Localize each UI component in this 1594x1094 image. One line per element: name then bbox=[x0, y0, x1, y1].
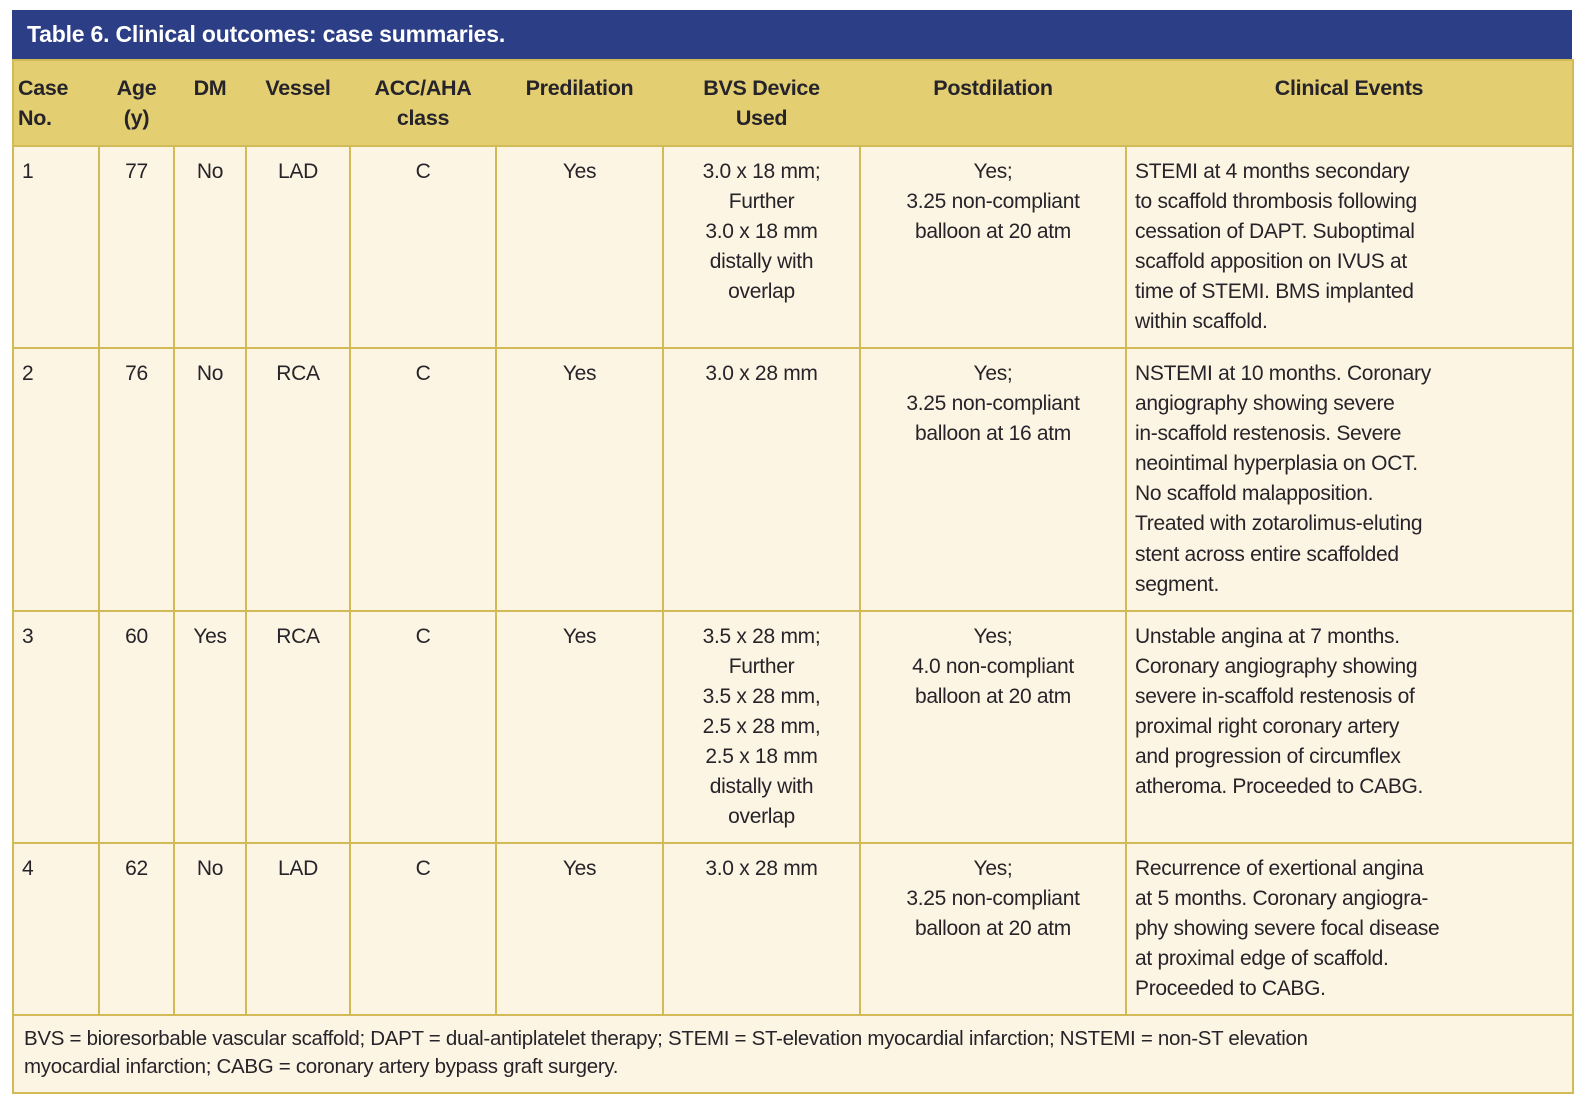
cell-clinical-events: Unstable angina at 7 months. Coronary an… bbox=[1125, 609, 1574, 844]
column-header-bvs-device: BVS Device Used bbox=[663, 60, 860, 147]
cell-case-no: 3 bbox=[12, 609, 100, 844]
cell-dm: Yes bbox=[173, 609, 247, 844]
cell-postdilation: Yes; 4.0 non-compliant balloon at 20 atm bbox=[859, 609, 1127, 844]
cell-bvs-device: 3.0 x 18 mm; Further 3.0 x 18 mm distall… bbox=[662, 145, 861, 350]
cell-case-no: 2 bbox=[12, 347, 100, 612]
cell-acc-aha-class: C bbox=[349, 145, 497, 350]
cell-clinical-events: Recurrence of exertional angina at 5 mon… bbox=[1125, 841, 1574, 1016]
cell-vessel: LAD bbox=[245, 841, 351, 1016]
column-header-dm: DM bbox=[174, 60, 246, 147]
table-body: 1 77 No LAD C Yes 3.0 x 18 mm; Further 3… bbox=[12, 145, 1574, 1016]
cell-dm: No bbox=[173, 145, 247, 350]
column-header-acc-aha-class: ACC/AHA class bbox=[350, 60, 496, 147]
cell-case-no: 4 bbox=[12, 841, 100, 1016]
table-row-case-3: 3 60 Yes RCA C Yes 3.5 x 28 mm; Further … bbox=[12, 609, 1574, 844]
column-header-age: Age (y) bbox=[99, 60, 174, 147]
cell-postdilation: Yes; 3.25 non-compliant balloon at 16 at… bbox=[859, 347, 1127, 612]
cell-bvs-device: 3.0 x 28 mm bbox=[662, 841, 861, 1016]
table-title-bar: Table 6. Clinical outcomes: case summari… bbox=[12, 10, 1572, 59]
table-row-case-2: 2 76 No RCA C Yes 3.0 x 28 mm Yes; 3.25 … bbox=[12, 347, 1574, 612]
cell-vessel: RCA bbox=[245, 609, 351, 844]
cell-age: 60 bbox=[98, 609, 175, 844]
cell-dm: No bbox=[173, 841, 247, 1016]
cell-acc-aha-class: C bbox=[349, 347, 497, 612]
header-row: Case No. Age (y) DM Vessel ACC/AHA class… bbox=[13, 60, 1573, 147]
column-header-case-no: Case No. bbox=[13, 60, 99, 147]
cell-age: 77 bbox=[98, 145, 175, 350]
cell-bvs-device: 3.0 x 28 mm bbox=[662, 347, 861, 612]
clinical-outcomes-table: Case No. Age (y) DM Vessel ACC/AHA class… bbox=[12, 59, 1574, 1094]
cell-postdilation: Yes; 3.25 non-compliant balloon at 20 at… bbox=[859, 145, 1127, 350]
cell-predilation: Yes bbox=[495, 145, 664, 350]
table-footnote: BVS = bioresorbable vascular scaffold; D… bbox=[12, 1013, 1574, 1094]
column-header-clinical-events: Clinical Events bbox=[1126, 60, 1573, 147]
cell-vessel: LAD bbox=[245, 145, 351, 350]
cell-predilation: Yes bbox=[495, 841, 664, 1016]
cell-postdilation: Yes; 3.25 non-compliant balloon at 20 at… bbox=[859, 841, 1127, 1016]
cell-dm: No bbox=[173, 347, 247, 612]
table-row-case-4: 4 62 No LAD C Yes 3.0 x 28 mm Yes; 3.25 … bbox=[12, 841, 1574, 1016]
table-title: Table 6. Clinical outcomes: case summari… bbox=[27, 21, 506, 47]
column-header-vessel: Vessel bbox=[246, 60, 350, 147]
cell-bvs-device: 3.5 x 28 mm; Further 3.5 x 28 mm, 2.5 x … bbox=[662, 609, 861, 844]
cell-acc-aha-class: C bbox=[349, 609, 497, 844]
table-header: Case No. Age (y) DM Vessel ACC/AHA class… bbox=[13, 60, 1573, 147]
cell-age: 76 bbox=[98, 347, 175, 612]
cell-acc-aha-class: C bbox=[349, 841, 497, 1016]
cell-case-no: 1 bbox=[12, 145, 100, 350]
cell-predilation: Yes bbox=[495, 347, 664, 612]
column-header-postdilation: Postdilation bbox=[860, 60, 1126, 147]
table-row-case-1: 1 77 No LAD C Yes 3.0 x 18 mm; Further 3… bbox=[12, 145, 1574, 350]
cell-predilation: Yes bbox=[495, 609, 664, 844]
cell-vessel: RCA bbox=[245, 347, 351, 612]
table-footer: BVS = bioresorbable vascular scaffold; D… bbox=[12, 1013, 1574, 1094]
column-header-predilation: Predilation bbox=[496, 60, 663, 147]
cell-clinical-events: NSTEMI at 10 months. Coronary angiograph… bbox=[1125, 347, 1574, 612]
cell-clinical-events: STEMI at 4 months secondary to scaffold … bbox=[1125, 145, 1574, 350]
footnote-row: BVS = bioresorbable vascular scaffold; D… bbox=[12, 1013, 1574, 1094]
cell-age: 62 bbox=[98, 841, 175, 1016]
